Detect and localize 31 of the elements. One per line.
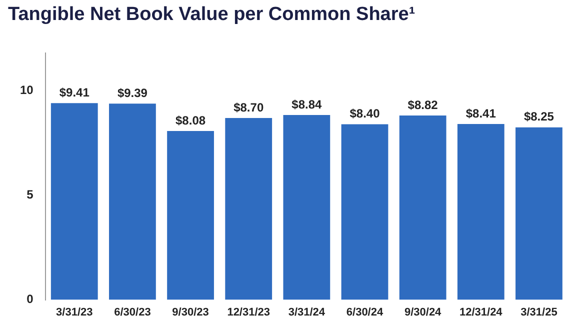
bar <box>341 124 388 300</box>
bar <box>399 115 446 300</box>
data-label: $8.25 <box>524 110 554 124</box>
x-tick-label: 6/30/24 <box>346 306 384 318</box>
y-tick-label: 10 <box>20 83 34 98</box>
data-label: $8.08 <box>176 113 206 128</box>
bar <box>225 118 272 300</box>
x-tick-label: 9/30/24 <box>404 306 442 318</box>
x-tick-label: 6/30/23 <box>114 306 151 318</box>
data-label: $8.40 <box>350 106 380 121</box>
x-tick-label: 12/31/24 <box>459 306 504 318</box>
data-label: $9.39 <box>117 86 148 100</box>
x-tick-label: 3/31/23 <box>56 306 93 318</box>
x-tick-label: 9/30/23 <box>172 306 209 318</box>
bar <box>109 104 156 300</box>
chart-title: Tangible Net Book Value per Common Share¹ <box>8 4 416 26</box>
bar <box>167 130 214 300</box>
bar <box>457 124 504 300</box>
data-label: $8.70 <box>234 100 264 114</box>
bar <box>283 115 330 300</box>
x-tick-label: 12/31/23 <box>227 306 270 318</box>
y-tick-label: 5 <box>26 188 34 202</box>
bar <box>50 103 98 300</box>
x-tick-label: 3/31/24 <box>288 306 326 318</box>
data-label: $9.41 <box>59 85 90 100</box>
y-tick-label: 0 <box>26 292 34 306</box>
x-tick-label: 3/31/25 <box>520 306 558 318</box>
data-label: $8.82 <box>408 98 438 112</box>
bar <box>516 127 562 300</box>
data-label: $8.84 <box>292 97 322 112</box>
data-label: $8.41 <box>466 106 496 120</box>
